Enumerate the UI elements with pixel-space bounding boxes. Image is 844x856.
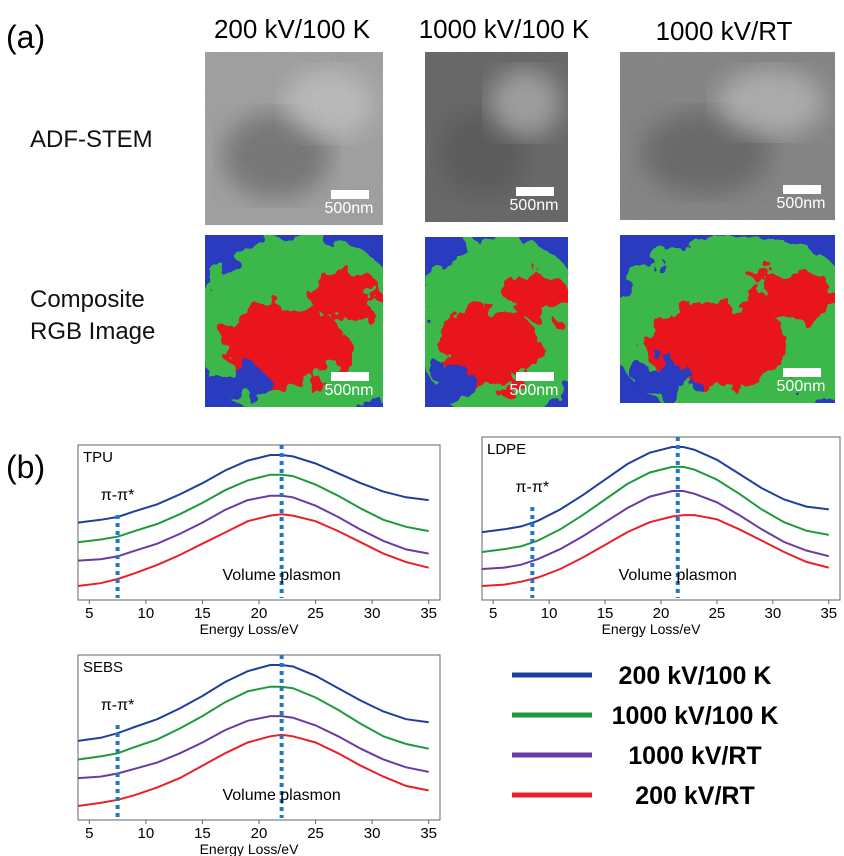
series-line	[77, 473, 429, 544]
rgb-red	[749, 268, 835, 319]
marker-label: π-π*	[516, 479, 550, 496]
column-title: 200 kV/100 K	[214, 14, 371, 44]
micrograph-shade	[439, 111, 526, 197]
x-axis-label: Energy Loss/eV	[200, 621, 299, 637]
micrograph	[205, 235, 383, 407]
scale-bar-label: 500nm	[777, 195, 826, 212]
micrograph-light	[285, 69, 375, 139]
micrograph-content	[205, 235, 383, 407]
series-line	[481, 490, 830, 570]
legend-label: 200 kV/100 K	[619, 662, 772, 690]
x-tick-label: 10	[541, 605, 558, 622]
x-tick-label: 5	[85, 605, 93, 622]
scale-bar	[783, 368, 821, 377]
x-tick-label: 35	[420, 825, 437, 842]
series-line	[77, 733, 429, 807]
plot-frame	[77, 654, 441, 821]
scale-bar	[783, 185, 821, 194]
row-label: Composite RGB Image	[30, 286, 156, 345]
rgb-blue	[630, 361, 696, 395]
x-axis-label: Energy Loss/eV	[602, 621, 701, 637]
scale-bar-label: 500nm	[325, 200, 374, 217]
x-tick-label: 20	[251, 605, 268, 622]
x-tick-label: 15	[194, 605, 211, 622]
rgb-texture	[620, 235, 835, 403]
x-tick-label: 15	[194, 825, 211, 842]
x-tick-label: 20	[251, 825, 268, 842]
series-line	[481, 514, 830, 587]
marker-label: π-π*	[101, 487, 135, 504]
rgb-texture	[425, 237, 568, 407]
marker-label: Volume plasmon	[222, 567, 340, 584]
x-tick-label: 10	[138, 825, 155, 842]
series-line	[77, 715, 429, 780]
marker-label: π-π*	[101, 697, 135, 714]
micrograph-shade	[222, 112, 330, 200]
series-line	[77, 454, 429, 524]
x-tick-label: 5	[489, 605, 497, 622]
x-tick-label: 20	[653, 605, 670, 622]
chart-title: SEBS	[83, 659, 123, 676]
rgb-red	[510, 271, 568, 322]
scale-bar	[516, 372, 554, 381]
series-line	[77, 664, 429, 742]
column-title: 1000 kV/RT	[656, 16, 793, 46]
chart-title: TPU	[83, 449, 113, 466]
x-tick-label: 5	[85, 825, 93, 842]
panel-label: (b)	[6, 449, 45, 485]
rgb-red	[311, 269, 383, 322]
x-tick-label: 15	[597, 605, 614, 622]
legend-label: 1000 kV/100 K	[612, 702, 779, 730]
scale-bar	[516, 187, 554, 196]
rgb-blue	[432, 364, 476, 399]
legend-label: 1000 kV/RT	[628, 742, 761, 770]
x-tick-label: 10	[138, 605, 155, 622]
scale-bar	[331, 190, 369, 199]
marker-label: Volume plasmon	[619, 567, 737, 584]
plot-frame	[77, 444, 441, 601]
micrograph-content	[425, 237, 568, 407]
legend-label: 200 kV/RT	[635, 782, 755, 810]
x-tick-label: 30	[364, 605, 381, 622]
scale-bar-label: 500nm	[325, 382, 374, 399]
panel-label: (a)	[6, 19, 45, 55]
scale-bar	[331, 372, 369, 381]
scale-bar-label: 500nm	[777, 378, 826, 395]
micrograph-shade	[641, 110, 771, 195]
x-tick-label: 25	[307, 605, 324, 622]
series-line	[77, 685, 429, 761]
series-line	[481, 465, 829, 553]
chart-title: LDPE	[487, 441, 526, 458]
scale-bar-label: 500nm	[510, 382, 559, 399]
x-tick-label: 25	[307, 825, 324, 842]
micrograph	[425, 237, 568, 407]
marker-label: Volume plasmon	[222, 787, 340, 804]
series-line	[77, 513, 429, 587]
x-axis-label: Energy Loss/eV	[200, 841, 299, 856]
series-line	[77, 494, 429, 562]
x-tick-label: 30	[364, 825, 381, 842]
micrograph-light	[489, 69, 561, 137]
x-tick-label: 35	[420, 605, 437, 622]
row-label: ADF-STEM	[30, 126, 153, 153]
column-title: 1000 kV/100 K	[419, 14, 590, 44]
rgb-blue	[213, 364, 268, 399]
series-line	[481, 446, 829, 534]
x-tick-label: 25	[709, 605, 726, 622]
rgb-texture	[205, 235, 383, 407]
x-tick-label: 35	[820, 605, 837, 622]
scale-bar-label: 500nm	[510, 197, 559, 214]
x-tick-label: 30	[765, 605, 782, 622]
micrograph-light	[716, 68, 825, 136]
